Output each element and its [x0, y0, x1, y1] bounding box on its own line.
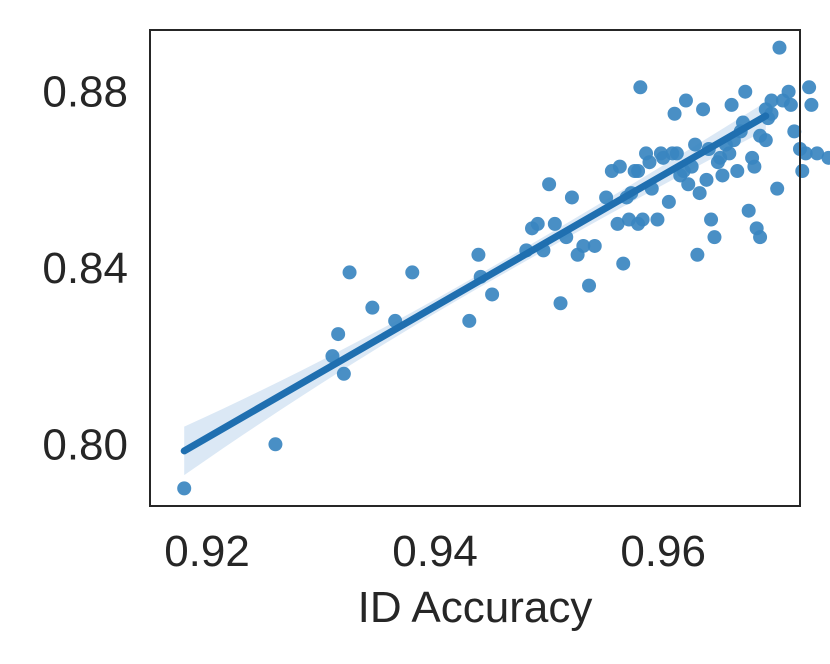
- data-point: [770, 181, 785, 196]
- data-point: [681, 177, 696, 192]
- data-point: [530, 216, 545, 231]
- data-point: [485, 287, 500, 302]
- data-point: [692, 186, 707, 201]
- x-tick-label: 0.94: [392, 527, 478, 576]
- data-point: [610, 216, 625, 231]
- data-point: [336, 366, 351, 381]
- data-point: [462, 313, 477, 328]
- data-point: [365, 300, 380, 315]
- data-point: [745, 150, 760, 165]
- data-point: [177, 481, 192, 496]
- data-point: [810, 146, 825, 161]
- data-point: [722, 146, 737, 161]
- y-tick-label: 0.88: [42, 68, 128, 117]
- data-point: [661, 194, 676, 209]
- data-point: [665, 146, 680, 161]
- data-point: [690, 247, 705, 262]
- data-point: [741, 203, 756, 218]
- data-point: [795, 164, 810, 179]
- data-point: [650, 212, 665, 227]
- x-tick-label: 0.96: [620, 527, 706, 576]
- data-point: [631, 164, 646, 179]
- data-point: [802, 80, 817, 95]
- data-point: [616, 256, 631, 271]
- data-point: [783, 97, 798, 112]
- plot-frame: [149, 29, 801, 507]
- x-axis-title: ID Accuracy: [358, 583, 593, 632]
- y-tick-label: 0.80: [42, 420, 128, 469]
- data-point: [542, 177, 557, 192]
- data-point: [753, 230, 768, 245]
- data-point: [633, 80, 648, 95]
- data-point: [699, 172, 714, 187]
- data-point: [688, 137, 703, 152]
- data-point: [730, 164, 745, 179]
- regression-line: [180, 112, 770, 455]
- data-point: [738, 84, 753, 99]
- data-point: [268, 437, 283, 452]
- data-point: [587, 238, 602, 253]
- data-point: [678, 93, 693, 108]
- data-point: [787, 124, 802, 139]
- data-point: [821, 150, 830, 165]
- data-point: [331, 327, 346, 342]
- data-point: [715, 168, 730, 183]
- data-point: [642, 155, 657, 170]
- data-point: [667, 106, 682, 121]
- data-point: [405, 265, 420, 280]
- data-point: [547, 216, 562, 231]
- data-point: [342, 265, 357, 280]
- data-point: [710, 155, 725, 170]
- data-point: [781, 84, 796, 99]
- data-point: [707, 230, 722, 245]
- data-point: [772, 40, 787, 55]
- data-point: [576, 238, 591, 253]
- data-point: [798, 146, 813, 161]
- data-point: [724, 97, 739, 112]
- data-point: [599, 190, 614, 205]
- data-point: [753, 128, 768, 143]
- data-point: [696, 102, 711, 117]
- data-point: [804, 97, 819, 112]
- y-tick-label: 0.84: [42, 244, 128, 293]
- data-point: [612, 159, 627, 174]
- data-point: [635, 212, 650, 227]
- data-point: [553, 296, 568, 311]
- data-point: [471, 247, 486, 262]
- data-point: [653, 146, 668, 161]
- data-point: [582, 278, 597, 293]
- x-tick-label: 0.92: [164, 527, 250, 576]
- data-point: [564, 190, 579, 205]
- data-point: [704, 212, 719, 227]
